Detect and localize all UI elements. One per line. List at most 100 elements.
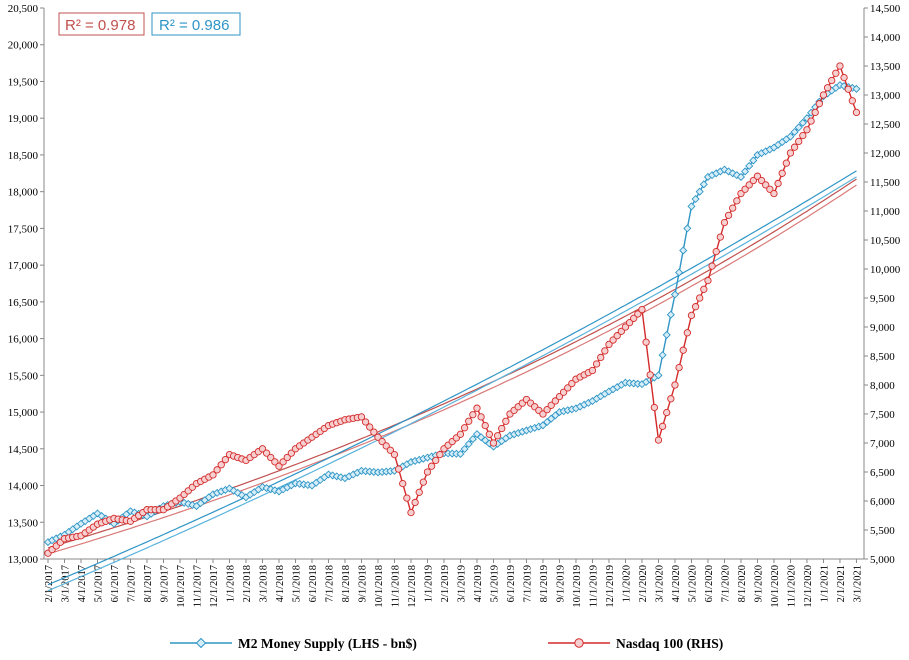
nasdaq-point-marker bbox=[258, 445, 267, 453]
m2-point-marker bbox=[229, 486, 238, 495]
m2-point-marker bbox=[464, 439, 473, 449]
left-tick-label: 18,000 bbox=[8, 187, 39, 199]
m2-point-marker bbox=[741, 167, 750, 176]
nasdaq-point-marker bbox=[601, 347, 609, 355]
nasdaq-point-marker bbox=[485, 430, 493, 438]
left-tick-label: 13,500 bbox=[8, 517, 39, 529]
left-tick-label: 15,000 bbox=[8, 407, 39, 419]
nasdaq-point-marker bbox=[790, 143, 799, 151]
nasdaq-point-marker bbox=[691, 303, 700, 311]
nasdaq-point-marker bbox=[477, 413, 485, 421]
nasdaq-point-marker bbox=[568, 379, 576, 388]
left-tick-label: 19,000 bbox=[8, 113, 39, 125]
m2-point-marker bbox=[687, 202, 696, 211]
nasdaq-point-marker bbox=[209, 471, 217, 479]
nasdaq-point-marker bbox=[283, 453, 291, 462]
x-tick-label: 10/1/2019 bbox=[572, 565, 583, 608]
x-tick-label: 9/1/2018 bbox=[357, 565, 368, 602]
x-tick-label: 4/1/2019 bbox=[473, 565, 484, 602]
x-tick-label: 2/1/2021 bbox=[836, 565, 847, 602]
x-tick-label: 5/1/2018 bbox=[291, 565, 302, 602]
x-tick-label: 7/1/2020 bbox=[720, 565, 731, 602]
left-tick-label: 16,000 bbox=[8, 334, 39, 346]
x-tick-label: 1/1/2020 bbox=[621, 565, 632, 602]
m2-point-marker bbox=[225, 484, 234, 493]
m2-point-marker bbox=[258, 482, 267, 492]
nasdaq-point-marker bbox=[361, 418, 370, 426]
x-tick-label: 1/1/2018 bbox=[225, 565, 236, 602]
trend-line bbox=[47, 184, 857, 555]
right-tick-label: 6,000 bbox=[870, 496, 895, 508]
nasdaq-point-marker bbox=[654, 436, 663, 444]
left-tick-label: 14,500 bbox=[8, 444, 39, 456]
m2-point-marker bbox=[699, 180, 708, 189]
m2-point-marker bbox=[658, 351, 667, 360]
x-tick-label: 11/1/2018 bbox=[390, 565, 401, 607]
x-tick-label: 12/1/2020 bbox=[803, 565, 814, 608]
nasdaq-point-marker bbox=[465, 417, 473, 425]
right-tick-label: 13,500 bbox=[870, 61, 901, 73]
left-tick-label: 19,500 bbox=[8, 76, 39, 88]
nasdaq-point-marker bbox=[213, 466, 221, 474]
x-axis: 2/1/2017 3/1/2017 4/1/2017 5/1/2017 6/1/2017… bbox=[44, 558, 864, 608]
nasdaq-point-marker bbox=[757, 176, 766, 185]
nasdaq-point-marker bbox=[724, 211, 733, 220]
nasdaq-point-marker bbox=[753, 172, 762, 180]
m2-point-marker bbox=[798, 118, 807, 127]
right-tick-label: 10,000 bbox=[870, 264, 901, 276]
right-tick-label: 5,500 bbox=[870, 525, 895, 537]
left-axis: 13,000 13,500 14,000 14,500 15,000 15,500 16,0… bbox=[8, 3, 45, 566]
nasdaq-point-marker bbox=[634, 310, 642, 318]
nasdaq-point-marker bbox=[473, 404, 481, 412]
nasdaq-point-marker bbox=[489, 439, 498, 447]
right-tick-label: 9,000 bbox=[870, 322, 895, 334]
x-tick-label: 7/1/2018 bbox=[324, 565, 335, 602]
x-tick-label: 8/1/2018 bbox=[341, 565, 352, 602]
x-tick-label: 2/1/2019 bbox=[440, 565, 451, 602]
nasdaq-point-marker bbox=[436, 450, 444, 459]
nasdaq-point-marker bbox=[460, 424, 469, 432]
m2-point-marker bbox=[790, 127, 799, 137]
m2-point-marker bbox=[270, 486, 279, 495]
nasdaq-point-marker bbox=[840, 73, 848, 82]
left-tick-label: 20,000 bbox=[8, 40, 39, 52]
nasdaq-point-marker bbox=[267, 453, 275, 462]
x-tick-label: 8/1/2019 bbox=[539, 565, 550, 602]
right-tick-label: 7,000 bbox=[870, 438, 895, 450]
m2-point-marker bbox=[180, 498, 189, 507]
nasdaq-point-marker bbox=[819, 91, 828, 99]
m2-point-marker bbox=[732, 171, 741, 180]
m2-point-marker bbox=[852, 84, 861, 93]
nasdaq-point-marker bbox=[823, 84, 832, 92]
nasdaq-point-marker bbox=[390, 450, 399, 459]
right-tick-label: 12,000 bbox=[870, 148, 901, 160]
r2-annotation-m2: R² = 0.986 bbox=[151, 12, 241, 36]
nasdaq-point-marker bbox=[795, 137, 803, 146]
nasdaq-point-marker bbox=[605, 340, 613, 349]
m2-point-marker bbox=[477, 433, 486, 442]
nasdaq-point-marker bbox=[597, 353, 605, 362]
right-tick-label: 12,500 bbox=[870, 119, 901, 131]
right-tick-label: 14,000 bbox=[870, 32, 901, 44]
legend-item-nasdaq: Nasdaq 100 (RHS) bbox=[548, 636, 723, 651]
right-tick-label: 7,500 bbox=[870, 409, 895, 421]
m2-point-marker bbox=[460, 444, 469, 454]
nasdaq-point-marker bbox=[650, 403, 658, 412]
x-tick-label: 5/1/2020 bbox=[687, 565, 698, 602]
x-tick-label: 11/1/2020 bbox=[786, 565, 797, 607]
nasdaq-point-marker bbox=[811, 108, 819, 117]
legend-label-m2: M2 Money Supply (LHS - bn$) bbox=[238, 636, 417, 651]
nasdaq-point-marker bbox=[658, 422, 667, 430]
nasdaq-point-marker bbox=[357, 413, 366, 421]
left-tick-label: 13,000 bbox=[8, 554, 39, 566]
series-m2-money-supply bbox=[43, 81, 861, 547]
x-tick-label: 10/1/2020 bbox=[770, 565, 781, 608]
m2-point-marker bbox=[468, 435, 477, 444]
x-tick-label: 12/1/2018 bbox=[407, 565, 418, 608]
nasdaq-point-marker bbox=[741, 185, 749, 193]
nasdaq-point-marker bbox=[564, 384, 572, 392]
nasdaq-point-marker bbox=[547, 401, 555, 409]
nasdaq-point-marker bbox=[588, 366, 597, 375]
right-tick-label: 5,000 bbox=[870, 554, 895, 566]
x-tick-label: 11/1/2019 bbox=[588, 565, 599, 607]
